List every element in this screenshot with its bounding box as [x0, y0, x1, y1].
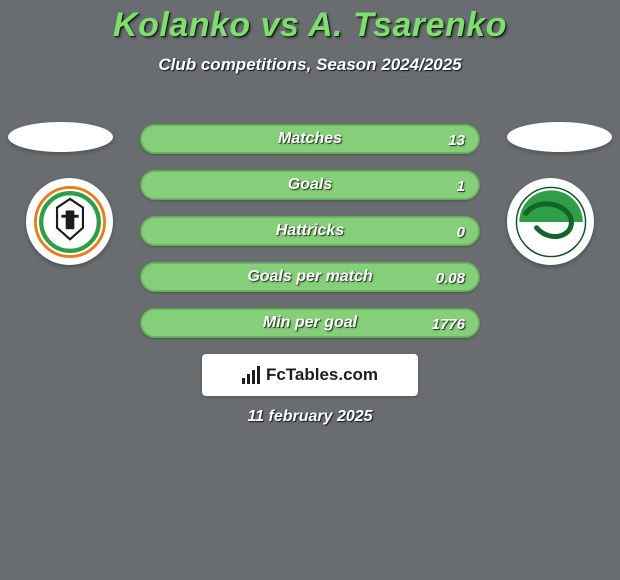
bar-chart-icon [242, 366, 260, 384]
stat-row: Goals per match 0.08 [140, 262, 480, 292]
stat-value: 0 [457, 217, 465, 247]
stat-value: 1776 [432, 309, 465, 339]
club-crest-left [26, 178, 113, 265]
stat-row: Matches 13 [140, 124, 480, 154]
player-right-silhouette [507, 122, 612, 152]
stat-label: Matches [278, 130, 342, 148]
club-crest-right [507, 178, 594, 265]
site-logo: FcTables.com [202, 354, 418, 396]
crest-left-icon [34, 186, 106, 258]
stat-value: 13 [448, 125, 465, 155]
stat-label: Goals per match [247, 268, 372, 286]
player-left-silhouette [8, 122, 113, 152]
stat-row: Goals 1 [140, 170, 480, 200]
subtitle: Club competitions, Season 2024/2025 [0, 55, 620, 75]
stat-row: Min per goal 1776 [140, 308, 480, 338]
site-name: FcTables.com [266, 365, 378, 385]
page-title: Kolanko vs A. Tsarenko [0, 0, 620, 45]
stat-label: Hattricks [276, 222, 344, 240]
stat-value: 0.08 [436, 263, 465, 293]
stat-label: Min per goal [263, 314, 357, 332]
comparison-card: Kolanko vs A. Tsarenko Club competitions… [0, 0, 620, 580]
stat-row: Hattricks 0 [140, 216, 480, 246]
as-of-date: 11 february 2025 [0, 408, 620, 426]
stat-value: 1 [457, 171, 465, 201]
stat-label: Goals [288, 176, 332, 194]
stats-list: Matches 13 Goals 1 Hattricks 0 Goals per match… [140, 124, 480, 354]
crest-right-icon [515, 186, 587, 258]
